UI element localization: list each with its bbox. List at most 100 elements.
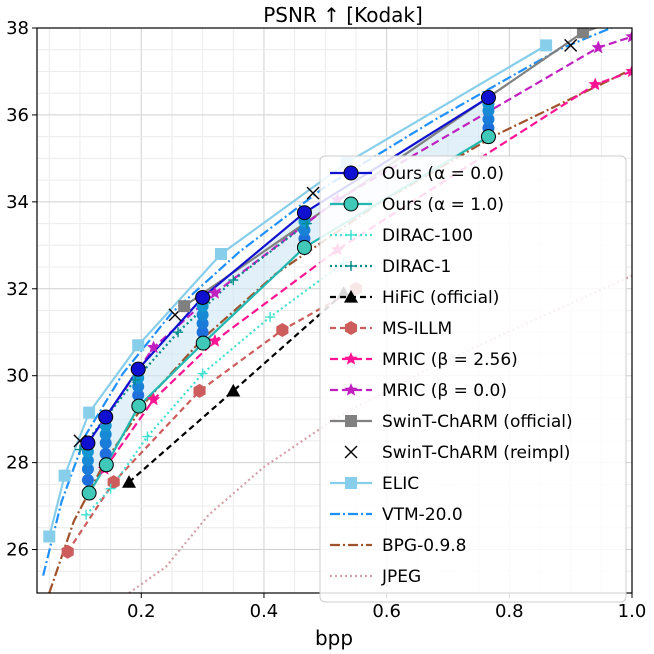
legend-marker <box>343 196 359 212</box>
legend-marker <box>343 165 359 181</box>
y-tick-label: 34 <box>6 192 29 213</box>
point-elic <box>215 248 228 260</box>
legend-item-dirac-1: DIRAC-1 <box>330 257 451 277</box>
point-swint-charm-reimpl <box>306 186 320 200</box>
ours-intermediate-point <box>99 428 112 441</box>
series-markers <box>43 9 638 559</box>
legend-item-mric-2-56: MRIC (β = 2.56) <box>330 350 518 370</box>
point-hific-official <box>122 475 137 488</box>
legend-label: HiFiC (official) <box>382 288 499 308</box>
point-dirac-100 <box>105 483 116 494</box>
point-dirac-1 <box>130 375 141 386</box>
legend: Ours (α = 0.0) Ours (α = 1.0) DIRAC-100 DIR… <box>319 155 627 603</box>
legend-item-vtm-20-0: VTM-20.0 <box>330 505 463 525</box>
point-elic <box>58 469 71 482</box>
legend-label: JPEG <box>381 567 421 587</box>
ours-intermediate-point <box>99 437 112 450</box>
point-elic <box>132 339 145 352</box>
point-ours-0-0 <box>80 435 96 451</box>
point-elic <box>83 406 96 419</box>
y-tick-label: 36 <box>6 105 29 126</box>
legend-marker <box>345 415 357 427</box>
point-elic <box>43 530 56 543</box>
legend-marker <box>344 352 358 365</box>
legend-label: BPG-0.9.8 <box>382 536 466 556</box>
series-line-jpeg <box>128 274 632 593</box>
legend-item-bpg-0-9-8: BPG-0.9.8 <box>330 536 466 556</box>
point-dirac-1 <box>228 275 239 286</box>
x-tick-label: 0.4 <box>250 601 279 622</box>
legend-label: VTM-20.0 <box>382 505 463 525</box>
point-mric-2-56 <box>588 77 602 91</box>
series-line-ms-illm <box>66 287 357 553</box>
legend-item-ours-1-0: Ours (α = 1.0) <box>330 195 504 215</box>
series-line-dirac-1 <box>79 222 308 451</box>
y-tick-label: 32 <box>6 279 29 300</box>
ours-intermediate-point <box>132 389 145 402</box>
point-dirac-100 <box>142 431 153 442</box>
point-mric-2-56 <box>625 64 632 78</box>
point-mric-2-56 <box>146 392 161 406</box>
point-ours-1-0 <box>81 485 97 501</box>
legend-label: SwinT-ChARM (official) <box>382 412 573 432</box>
point-mric-0-0 <box>208 286 222 299</box>
y-tick-label: 30 <box>6 366 29 387</box>
point-swint-charm-official <box>576 28 589 39</box>
point-swint-charm-official <box>626 9 638 21</box>
point-ours-0-0 <box>296 205 312 221</box>
point-ours-0-0 <box>480 90 496 106</box>
point-ours-0-0 <box>130 361 146 377</box>
series-line-mric-2-56 <box>103 70 632 470</box>
point-dirac-100 <box>265 312 276 323</box>
point-mric-0-0 <box>625 29 632 43</box>
legend-marker <box>344 383 358 396</box>
x-tick-label: 1.0 <box>618 601 647 622</box>
point-ours-1-0 <box>296 239 312 255</box>
legend-label: Ours (α = 0.0) <box>382 164 504 184</box>
legend-item-dirac-100: DIRAC-100 <box>330 226 473 246</box>
point-dirac-1 <box>173 327 184 338</box>
point-swint-charm-reimpl <box>564 38 578 52</box>
legend-label: MS-ILLM <box>382 319 452 339</box>
point-dirac-1 <box>301 218 312 229</box>
legend-label: MRIC (β = 2.56) <box>382 350 518 370</box>
legend-item-jpeg: JPEG <box>330 567 421 587</box>
x-axis-ticks: 0.2 0.4 0.6 0.8 1.0 <box>127 593 646 622</box>
point-dirac-100 <box>197 368 208 379</box>
point-swint-charm-official <box>178 300 191 313</box>
x-tick-label: 0.8 <box>495 601 524 622</box>
x-tick-label: 0.2 <box>127 601 156 622</box>
point-ours-0-0 <box>98 409 114 425</box>
point-ours-0-0 <box>195 289 211 305</box>
legend-item-elic: ELIC <box>330 474 419 494</box>
ours-intermediate-point <box>196 326 209 339</box>
legend-label: MRIC (β = 0.0) <box>382 381 507 401</box>
legend-item-hific-official: HiFiC (official) <box>330 288 499 308</box>
point-mric-2-56 <box>208 333 222 347</box>
legend-marker <box>346 261 356 271</box>
point-ours-1-0 <box>480 129 496 145</box>
point-ms-illm <box>107 475 120 490</box>
legend-label: SwinT-ChARM (reimpl) <box>382 443 570 463</box>
point-dirac-100 <box>81 509 92 520</box>
y-tick-label: 38 <box>6 18 29 39</box>
legend-marker <box>344 321 358 335</box>
point-ms-illm <box>61 544 74 559</box>
legend-label: DIRAC-100 <box>382 226 473 246</box>
legend-item-mric-0-0: MRIC (β = 0.0) <box>330 381 507 401</box>
y-tick-label: 28 <box>6 453 29 474</box>
legend-label: DIRAC-1 <box>382 257 451 277</box>
point-mric-0-0 <box>146 340 161 354</box>
legend-box <box>319 155 627 603</box>
point-ours-1-0 <box>131 398 147 414</box>
legend-label: Ours (α = 1.0) <box>382 195 504 215</box>
point-ours-1-0 <box>98 457 114 473</box>
series-line-vtm-20-0 <box>42 28 614 576</box>
point-dirac-1 <box>74 444 85 455</box>
point-mric-0-0 <box>591 40 605 54</box>
legend-marker <box>346 230 356 240</box>
ours-intermediate-point <box>81 454 94 467</box>
ours-intermediate-point <box>482 113 495 126</box>
ours-intermediate-point <box>196 308 209 321</box>
